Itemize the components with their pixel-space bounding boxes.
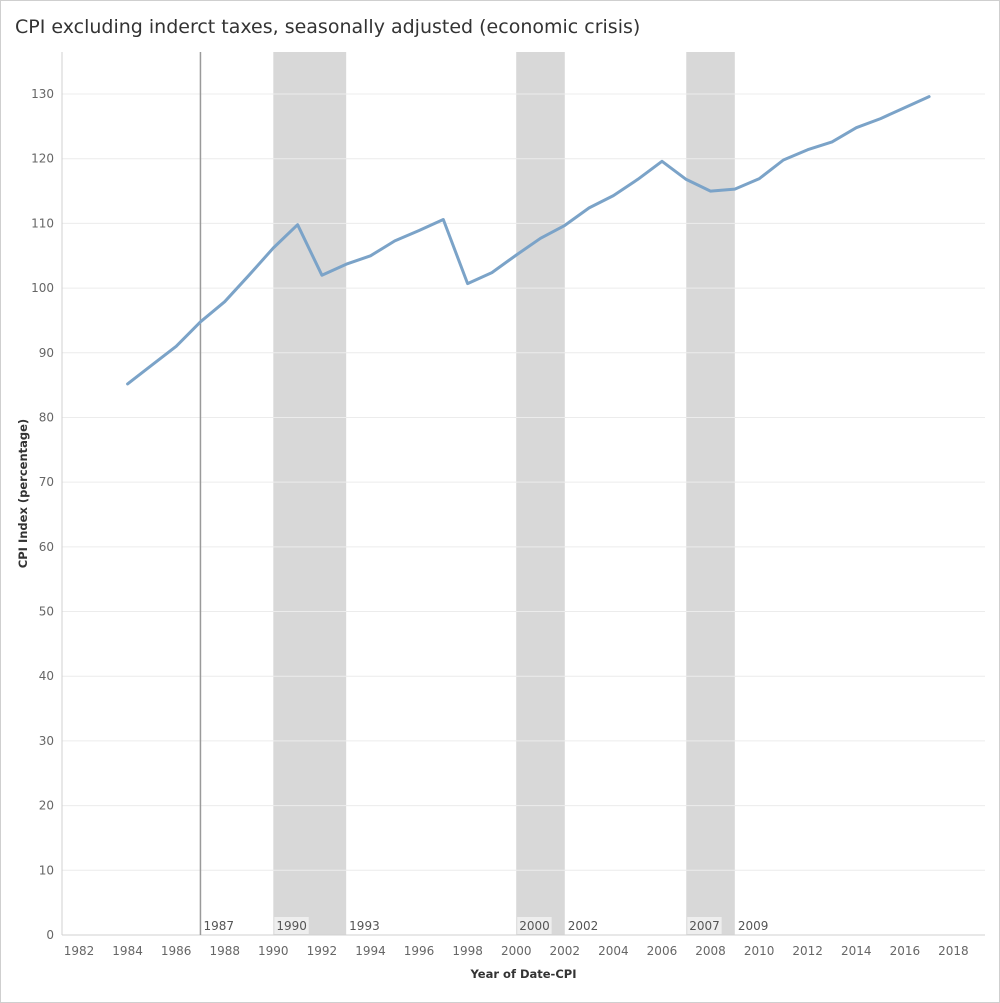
y-tick-120: 120 bbox=[31, 152, 54, 166]
x-tick-2014: 2014 bbox=[841, 944, 872, 958]
y-tick-labels: 0 10 20 30 40 50 60 70 80 90 100 110 120 130 bbox=[31, 87, 54, 942]
x-tick-2010: 2010 bbox=[744, 944, 775, 958]
x-axis-title: Year of Date-CPI bbox=[470, 967, 577, 981]
band-end-label-2009: 2009 bbox=[738, 919, 769, 933]
y-tick-40: 40 bbox=[39, 669, 54, 683]
chart-title: CPI excluding inderct taxes, seasonally … bbox=[15, 16, 641, 38]
band-start-label-2000: 2000 bbox=[519, 919, 550, 933]
x-tick-1984: 1984 bbox=[112, 944, 143, 958]
y-tick-110: 110 bbox=[31, 216, 54, 230]
y-tick-0: 0 bbox=[46, 928, 54, 942]
crisis-bands bbox=[273, 52, 735, 935]
y-axis-title: CPI Index (percentage) bbox=[16, 419, 30, 568]
band-start-label-2000-bg bbox=[517, 917, 552, 934]
y-tick-10: 10 bbox=[39, 863, 54, 877]
gridlines bbox=[62, 93, 985, 871]
x-tick-1994: 1994 bbox=[355, 944, 386, 958]
x-tick-2002: 2002 bbox=[550, 944, 581, 958]
band-end-label-1993: 1993 bbox=[349, 919, 380, 933]
band-end-label-2002: 2002 bbox=[568, 919, 599, 933]
crisis-band-1990 bbox=[273, 52, 347, 935]
x-tick-2006: 2006 bbox=[647, 944, 678, 958]
x-tick-1992: 1992 bbox=[307, 944, 338, 958]
y-tick-70: 70 bbox=[39, 475, 54, 489]
band-start-label-2007: 2007 bbox=[689, 919, 720, 933]
y-tick-60: 60 bbox=[39, 540, 54, 554]
y-tick-30: 30 bbox=[39, 734, 54, 748]
y-tick-50: 50 bbox=[39, 605, 54, 619]
x-tick-2004: 2004 bbox=[598, 944, 629, 958]
x-tick-1996: 1996 bbox=[404, 944, 435, 958]
y-tick-20: 20 bbox=[39, 799, 54, 813]
band-start-label-2007-bg bbox=[687, 917, 722, 934]
band-start-label-1990-bg bbox=[274, 917, 309, 934]
y-tick-130: 130 bbox=[31, 87, 54, 101]
x-tick-2018: 2018 bbox=[938, 944, 969, 958]
y-tick-100: 100 bbox=[31, 281, 54, 295]
x-tick-1986: 1986 bbox=[161, 944, 192, 958]
crisis-band-labels: 1987 1990 1993 2000 2002 2007 2009 bbox=[203, 917, 768, 934]
x-tick-2012: 2012 bbox=[792, 944, 823, 958]
crisis-band-2000 bbox=[516, 52, 565, 935]
crisis-band-2007 bbox=[686, 52, 735, 935]
x-tick-2000: 2000 bbox=[501, 944, 532, 958]
x-tick-1982: 1982 bbox=[64, 944, 95, 958]
ref-label-1987: 1987 bbox=[203, 919, 234, 933]
x-tick-1990: 1990 bbox=[258, 944, 289, 958]
band-start-label-1990: 1990 bbox=[276, 919, 307, 933]
series-group bbox=[126, 95, 931, 386]
x-tick-2016: 2016 bbox=[890, 944, 921, 958]
x-tick-1988: 1988 bbox=[209, 944, 240, 958]
x-tick-2008: 2008 bbox=[695, 944, 726, 958]
y-tick-90: 90 bbox=[39, 346, 54, 360]
x-tick-1998: 1998 bbox=[452, 944, 483, 958]
y-tick-80: 80 bbox=[39, 410, 54, 424]
x-tick-labels: 1982 1984 1986 1988 1990 1992 1994 1996 1998 2000… bbox=[64, 944, 969, 958]
series-line-0 bbox=[126, 95, 931, 386]
